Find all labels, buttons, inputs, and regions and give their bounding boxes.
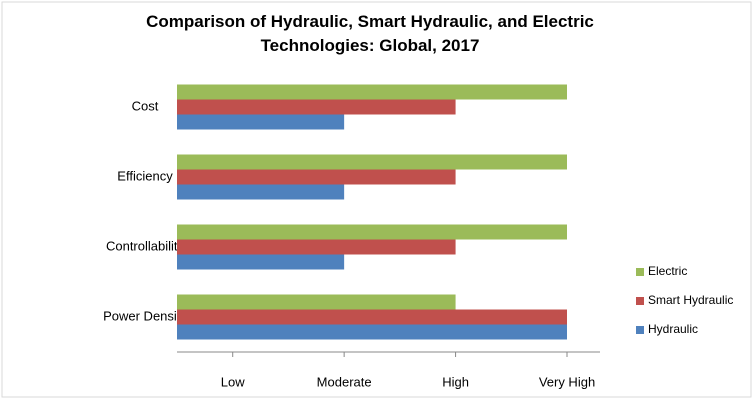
bar xyxy=(177,154,567,170)
bar xyxy=(177,169,456,185)
bar xyxy=(177,239,456,255)
x-tick-label: Low xyxy=(221,374,245,389)
bar xyxy=(177,294,456,310)
y-tick-label: Efficiency xyxy=(117,168,173,183)
bar xyxy=(177,114,345,130)
y-tick-label: Cost xyxy=(132,98,159,113)
x-tick-label: Moderate xyxy=(317,374,372,389)
legend-swatch xyxy=(636,268,644,276)
legend-label: Electric xyxy=(648,264,687,278)
legend-label: Hydraulic xyxy=(648,322,698,336)
bar xyxy=(177,84,567,100)
y-tick-label: Power Density xyxy=(103,308,187,323)
bar xyxy=(177,224,567,240)
x-tick-label: Very High xyxy=(539,374,595,389)
legend-swatch xyxy=(636,326,644,334)
x-tick-label: High xyxy=(442,374,469,389)
chart-title: Comparison of Hydraulic, Smart Hydraulic… xyxy=(146,12,594,55)
legend-swatch xyxy=(636,297,644,305)
bar xyxy=(177,254,345,270)
y-tick-label: Controllability xyxy=(106,238,185,253)
bar xyxy=(177,324,567,340)
bar xyxy=(177,184,345,200)
bar xyxy=(177,309,567,325)
legend-label: Smart Hydraulic xyxy=(648,293,733,307)
bar xyxy=(177,99,456,115)
